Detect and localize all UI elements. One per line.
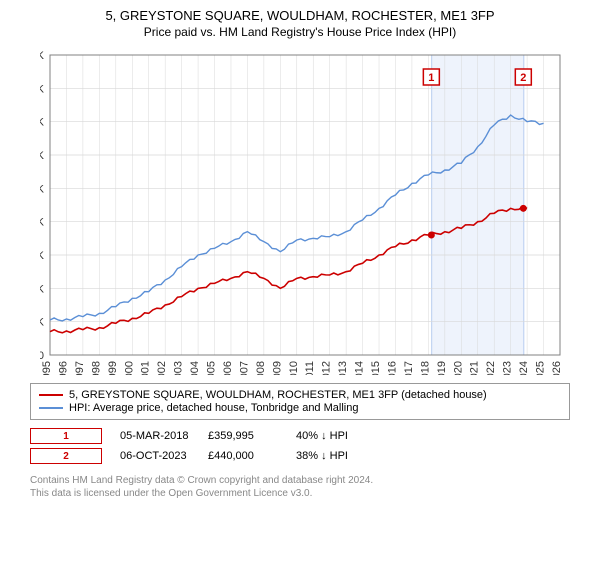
- svg-text:£800K: £800K: [40, 83, 45, 95]
- chart-plot: £0 £100K £200K £300K £400K £500K £600K £700K £80…: [40, 45, 600, 375]
- svg-text:2023: 2023: [502, 361, 514, 375]
- legend-label: 5, GREYSTONE SQUARE, WOULDHAM, ROCHESTER…: [69, 389, 487, 401]
- transaction-delta: 40% ↓ HPI: [296, 430, 366, 442]
- svg-text:2016: 2016: [386, 361, 398, 375]
- transaction-price: £440,000: [208, 450, 278, 462]
- footer: Contains HM Land Registry data © Crown c…: [30, 474, 570, 500]
- svg-text:1998: 1998: [90, 361, 102, 375]
- svg-text:£700K: £700K: [40, 117, 45, 129]
- svg-text:2005: 2005: [206, 361, 218, 375]
- svg-text:1997: 1997: [74, 361, 86, 375]
- marker-badge: 2: [30, 448, 102, 464]
- transaction-price: £359,995: [208, 430, 278, 442]
- svg-text:2025: 2025: [535, 361, 547, 375]
- transaction-date: 05-MAR-2018: [120, 430, 190, 442]
- svg-text:1996: 1996: [57, 361, 69, 375]
- svg-text:£300K: £300K: [40, 250, 45, 262]
- legend: 5, GREYSTONE SQUARE, WOULDHAM, ROCHESTER…: [30, 383, 570, 420]
- svg-text:2024: 2024: [518, 361, 530, 375]
- transactions-table: 1 05-MAR-2018 £359,995 40% ↓ HPI 2 06-OC…: [30, 428, 570, 464]
- legend-label: HPI: Average price, detached house, Tonb…: [69, 402, 358, 414]
- svg-text:2014: 2014: [354, 361, 366, 375]
- svg-text:2022: 2022: [485, 361, 497, 375]
- svg-text:2013: 2013: [337, 361, 349, 375]
- marker-badge: 1: [30, 428, 102, 444]
- legend-item: HPI: Average price, detached house, Tonb…: [39, 402, 561, 414]
- svg-text:2003: 2003: [173, 361, 185, 375]
- table-row: 1 05-MAR-2018 £359,995 40% ↓ HPI: [30, 428, 570, 444]
- svg-text:2026: 2026: [551, 361, 563, 375]
- svg-text:2019: 2019: [436, 361, 448, 375]
- footer-line: Contains HM Land Registry data © Crown c…: [30, 474, 570, 487]
- svg-text:2001: 2001: [140, 361, 152, 375]
- svg-text:2004: 2004: [189, 361, 201, 375]
- chart-title: 5, GREYSTONE SQUARE, WOULDHAM, ROCHESTER…: [0, 8, 600, 23]
- svg-text:£600K: £600K: [40, 150, 45, 162]
- legend-swatch: [39, 407, 63, 409]
- svg-text:2009: 2009: [271, 361, 283, 375]
- svg-text:2011: 2011: [304, 361, 316, 375]
- svg-text:1: 1: [428, 72, 434, 84]
- svg-text:£900K: £900K: [40, 50, 45, 62]
- svg-text:2015: 2015: [370, 361, 382, 375]
- svg-text:2000: 2000: [123, 361, 135, 375]
- svg-text:2021: 2021: [469, 361, 481, 375]
- legend-swatch: [39, 394, 63, 396]
- svg-text:2020: 2020: [452, 361, 464, 375]
- svg-text:2010: 2010: [288, 361, 300, 375]
- svg-text:2007: 2007: [238, 361, 250, 375]
- chart-container: 5, GREYSTONE SQUARE, WOULDHAM, ROCHESTER…: [0, 8, 600, 568]
- svg-text:£400K: £400K: [40, 217, 45, 229]
- svg-text:2002: 2002: [156, 361, 168, 375]
- svg-text:1999: 1999: [107, 361, 119, 375]
- svg-text:1995: 1995: [41, 361, 53, 375]
- transaction-date: 06-OCT-2023: [120, 450, 190, 462]
- svg-text:£0: £0: [40, 350, 44, 362]
- chart-svg: £0 £100K £200K £300K £400K £500K £600K £700K £80…: [40, 45, 600, 375]
- svg-text:2017: 2017: [403, 361, 415, 375]
- transaction-delta: 38% ↓ HPI: [296, 450, 366, 462]
- legend-item: 5, GREYSTONE SQUARE, WOULDHAM, ROCHESTER…: [39, 389, 561, 401]
- svg-text:£500K: £500K: [40, 183, 45, 195]
- svg-text:2: 2: [520, 72, 526, 84]
- footer-line: This data is licensed under the Open Gov…: [30, 487, 570, 500]
- svg-text:2012: 2012: [321, 361, 333, 375]
- svg-text:2018: 2018: [419, 361, 431, 375]
- svg-text:2008: 2008: [255, 361, 267, 375]
- svg-text:£200K: £200K: [40, 283, 45, 295]
- svg-text:£100K: £100K: [40, 317, 45, 329]
- chart-subtitle: Price paid vs. HM Land Registry's House …: [0, 25, 600, 39]
- svg-text:2006: 2006: [222, 361, 234, 375]
- table-row: 2 06-OCT-2023 £440,000 38% ↓ HPI: [30, 448, 570, 464]
